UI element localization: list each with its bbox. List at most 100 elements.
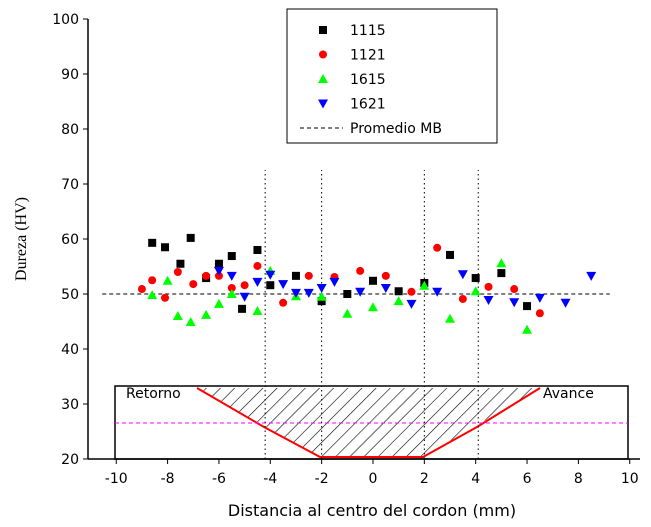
point	[380, 283, 391, 293]
legend-marker	[319, 50, 327, 59]
point	[586, 271, 597, 281]
point	[291, 271, 300, 280]
y-tick-label: 70	[61, 177, 79, 193]
point	[266, 281, 275, 290]
legend-marker	[318, 99, 328, 109]
point	[497, 269, 506, 278]
x-tick-label: 2	[420, 471, 429, 487]
point	[445, 313, 456, 323]
point	[214, 259, 223, 268]
point	[496, 258, 507, 268]
x-tick-label: -6	[212, 471, 226, 487]
point	[316, 283, 327, 293]
legend-marker	[318, 74, 328, 83]
point	[162, 275, 173, 285]
point	[367, 302, 378, 312]
y-tick-label: 90	[61, 67, 79, 83]
point	[471, 274, 480, 283]
annotation: Retorno	[126, 386, 181, 402]
point	[560, 298, 571, 308]
point	[227, 283, 236, 292]
x-tick-label: -8	[161, 471, 175, 487]
x-tick-label: 4	[471, 471, 480, 487]
x-tick-label: -2	[315, 471, 329, 487]
point	[238, 304, 247, 313]
x-tick-label: 10	[621, 471, 639, 487]
legend-marker	[319, 26, 327, 34]
point	[278, 280, 289, 290]
point	[240, 281, 249, 290]
point	[381, 271, 390, 280]
point	[356, 266, 365, 275]
point	[419, 280, 430, 290]
legend-label: 1121	[350, 48, 386, 64]
point	[189, 280, 198, 289]
point	[147, 290, 158, 300]
point	[458, 294, 467, 303]
point	[148, 238, 157, 247]
point	[201, 309, 212, 319]
point	[252, 306, 263, 316]
y-tick-label: 60	[61, 232, 79, 248]
point	[522, 324, 533, 334]
point	[226, 271, 237, 281]
point	[394, 287, 403, 296]
point	[161, 293, 170, 302]
weld-diagram: Retorno Avance	[114, 385, 629, 460]
y-tick-label: 80	[61, 122, 79, 138]
point	[213, 298, 224, 308]
point	[433, 243, 442, 252]
point	[446, 250, 455, 259]
point	[304, 271, 313, 280]
point	[172, 311, 183, 320]
point	[534, 293, 545, 303]
x-tick-label: 8	[574, 471, 583, 487]
point	[137, 285, 146, 294]
y-tick-label: 50	[61, 287, 79, 303]
legend-label: 1115	[350, 23, 386, 39]
y-tick-label: 100	[52, 12, 79, 28]
x-tick-label: -4	[263, 471, 277, 487]
point	[406, 299, 417, 309]
point	[432, 287, 443, 297]
legend-label: 1615	[350, 72, 386, 88]
point	[227, 252, 236, 261]
point	[186, 233, 195, 242]
point	[316, 291, 327, 301]
point	[239, 292, 250, 302]
point	[483, 296, 494, 306]
legend-label: Promedio MB	[350, 121, 442, 137]
point	[226, 289, 237, 298]
point	[202, 271, 211, 280]
point	[510, 285, 519, 294]
point	[253, 246, 262, 254]
point	[470, 286, 481, 296]
point	[303, 288, 314, 298]
point	[329, 277, 340, 287]
point	[185, 317, 196, 327]
point	[279, 298, 288, 307]
point	[393, 296, 404, 306]
point	[317, 297, 326, 306]
x-axis-label: Distancia al centro del cordon (mm)	[228, 501, 516, 520]
x-tick-label: 6	[523, 471, 532, 487]
point	[253, 261, 262, 270]
point	[342, 308, 353, 318]
point	[265, 270, 276, 280]
y-tick-label: 20	[61, 452, 79, 468]
point	[161, 243, 170, 252]
point	[407, 287, 416, 296]
point	[523, 302, 532, 311]
point	[173, 268, 182, 276]
weld-boundary	[196, 387, 541, 458]
x-tick-label: -10	[105, 471, 128, 487]
point	[148, 276, 157, 285]
point	[290, 288, 301, 298]
point	[509, 298, 520, 308]
legend-label: 1621	[350, 97, 386, 113]
point	[355, 287, 366, 297]
point	[213, 266, 224, 276]
point	[343, 290, 352, 298]
point	[252, 277, 263, 287]
